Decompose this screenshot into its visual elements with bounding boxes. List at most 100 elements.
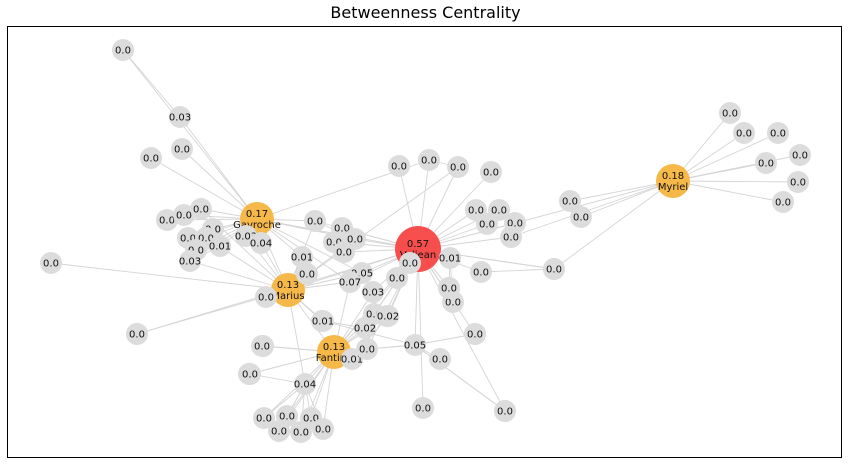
node-circle [656, 164, 690, 198]
node-c15: 0.02 [354, 317, 376, 339]
node-circle [438, 277, 460, 299]
node-value-label: 0.0 [143, 154, 159, 165]
graph-edge [150, 157, 258, 220]
node-value-label: 0.0 [421, 156, 437, 167]
node-g15: 0.03 [179, 250, 201, 272]
node-value-label: 0.0 [473, 268, 489, 279]
node-value-label: 0.01 [209, 242, 231, 253]
node-value-label: 0.0 [450, 163, 466, 174]
node-m9: 0.0 [570, 206, 592, 228]
node-value-label: 0.0 [279, 412, 295, 423]
node-g3: 0.0 [140, 147, 162, 169]
node-c9: 0.0 [296, 263, 318, 285]
node-f12: 0.01 [312, 310, 334, 332]
node-value-label: 0.0 [562, 197, 578, 208]
node-c2: 0.0 [418, 149, 440, 171]
node-value-label: 0.13 Marius [271, 280, 304, 302]
node-circle [312, 418, 334, 440]
node-value-label: 0.0 [415, 404, 431, 415]
node-value-label: 0.0 [129, 330, 145, 341]
node-value-label: 0.0 [790, 178, 806, 189]
node-value: 0.17 [246, 209, 268, 220]
node-value-label: 0.0 [479, 220, 495, 231]
node-v4: 0.0 [476, 213, 498, 235]
node-value: 0.18 [662, 171, 684, 182]
node-circle [767, 122, 789, 144]
node-c12: 0.0 [386, 267, 408, 289]
node-c11: 0.07 [339, 271, 361, 293]
graph-edge [50, 262, 289, 291]
node-circle [464, 323, 486, 345]
node-x2: 0.0 [543, 258, 565, 280]
node-value-label: 0.0 [546, 265, 562, 276]
node-value-label: 0.0 [307, 217, 323, 228]
node-value-label: 0.0 [507, 219, 523, 230]
graph-edge [189, 260, 289, 291]
node-value-label: 0.0 [299, 270, 315, 281]
node-circle [126, 323, 148, 345]
graph-edge [480, 268, 555, 273]
node-value-label: 0.0 [258, 293, 274, 304]
node-value-label: 0.0 [736, 129, 752, 140]
node-circle [312, 310, 334, 332]
node-circle [388, 155, 410, 177]
node-circle [251, 335, 273, 357]
node-circle [543, 258, 565, 280]
node-circle [333, 241, 355, 263]
graph-edge [179, 116, 258, 220]
node-g2: 0.03 [169, 106, 191, 128]
node-value-label: 0.0 [256, 414, 272, 425]
node-f8: 0.0 [268, 420, 290, 442]
node-circle [494, 400, 516, 422]
node-value-label: 0.0 [242, 370, 258, 381]
node-circle [354, 317, 376, 339]
node-circle [559, 190, 581, 212]
node-v12: 0.01 [439, 247, 461, 269]
node-circle [255, 286, 277, 308]
node-value-label: 0.13 Fantine [316, 342, 353, 364]
node-value-label: 0.0 [159, 216, 175, 227]
node-circle [447, 156, 469, 178]
node-m5: 0.0 [755, 152, 777, 174]
node-c1: 0.0 [388, 155, 410, 177]
node-name: Myriel [658, 182, 688, 193]
node-name: Gavroche [233, 220, 281, 231]
node-value-label: 0.0 [174, 145, 190, 156]
node-value-label: 0.0 [389, 274, 405, 285]
node-circle [755, 152, 777, 174]
node-value-label: 0.0 [366, 310, 382, 321]
node-c19: 0.0 [356, 338, 378, 360]
node-circle [304, 210, 326, 232]
node-x3: 0.0 [494, 400, 516, 422]
node-circle [789, 144, 811, 166]
graph-edge [417, 248, 424, 409]
node-m4: 0.0 [789, 144, 811, 166]
graph-edge [672, 180, 799, 183]
node-value-label: 0.0 [326, 238, 342, 249]
node-circle [296, 263, 318, 285]
node-value: 0.13 [277, 280, 299, 291]
node-circle [476, 213, 498, 235]
graph-edge [181, 148, 258, 220]
node-g16: 0.0 [40, 252, 62, 274]
node-circle [439, 247, 461, 269]
node-value-label: 0.0 [445, 298, 461, 309]
node-circle [169, 106, 191, 128]
node-value-label: 0.0 [254, 342, 270, 353]
node-value-label: 0.0 [770, 129, 786, 140]
node-circle [733, 122, 755, 144]
node-value-label: 0.0 [347, 235, 363, 246]
node-value-label: 0.0 [441, 284, 457, 295]
node-value-label: 0.03 [235, 232, 257, 243]
node-value-label: 0.0 [193, 205, 209, 216]
node-f4: 0.04 [294, 373, 316, 395]
graph-edge [510, 180, 674, 238]
node-value-label: 0.0 [303, 414, 319, 425]
graph-edge [256, 218, 363, 274]
node-circle [140, 147, 162, 169]
node-circle [209, 235, 231, 257]
node-value-label: 0.18 Myriel [658, 171, 688, 193]
node-value-label: 0.17 Gavroche [233, 209, 281, 231]
node-name: Fantine [316, 353, 353, 364]
node-circle [399, 252, 421, 274]
